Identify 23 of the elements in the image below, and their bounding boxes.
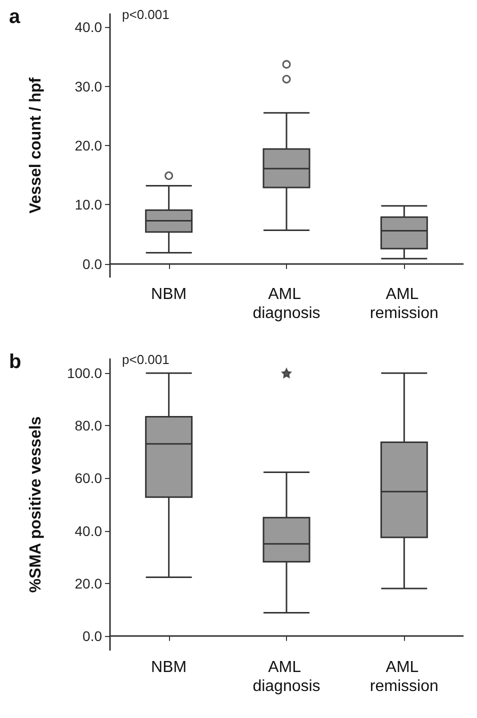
y-tick-label: 10.0 [74, 196, 102, 213]
y-tick-label: 100.0 [66, 365, 102, 382]
y-tick-label: 20.0 [74, 138, 102, 154]
chart-title: b [9, 351, 22, 373]
x-tick-label: AML remission [370, 286, 438, 322]
x-tick-label: AML remission [370, 659, 438, 695]
y-tick-label: 0.0 [82, 256, 102, 272]
y-tick-label: 0.0 [82, 628, 102, 644]
annotation: p<0.001 [122, 352, 170, 367]
x-tick-label: AML diagnosis [252, 659, 320, 695]
x-tick-label: NBM [151, 659, 187, 676]
chart-title: a [9, 6, 21, 28]
y-tick-label: 40.0 [74, 522, 102, 539]
y-tick-label: 40.0 [74, 19, 102, 36]
y-tick-label: 80.0 [74, 418, 102, 434]
y-axis-title: %SMA positive vessels [28, 416, 44, 593]
y-tick-label: 60.0 [74, 470, 102, 486]
annotation: p<0.001 [122, 7, 170, 22]
x-tick-label: NBM [151, 286, 187, 303]
y-axis-title: Vessel count / hpf [28, 76, 44, 214]
x-tick-label: AML diagnosis [252, 286, 320, 322]
y-tick-label: 20.0 [74, 575, 102, 592]
y-tick-label: 30.0 [74, 78, 102, 94]
